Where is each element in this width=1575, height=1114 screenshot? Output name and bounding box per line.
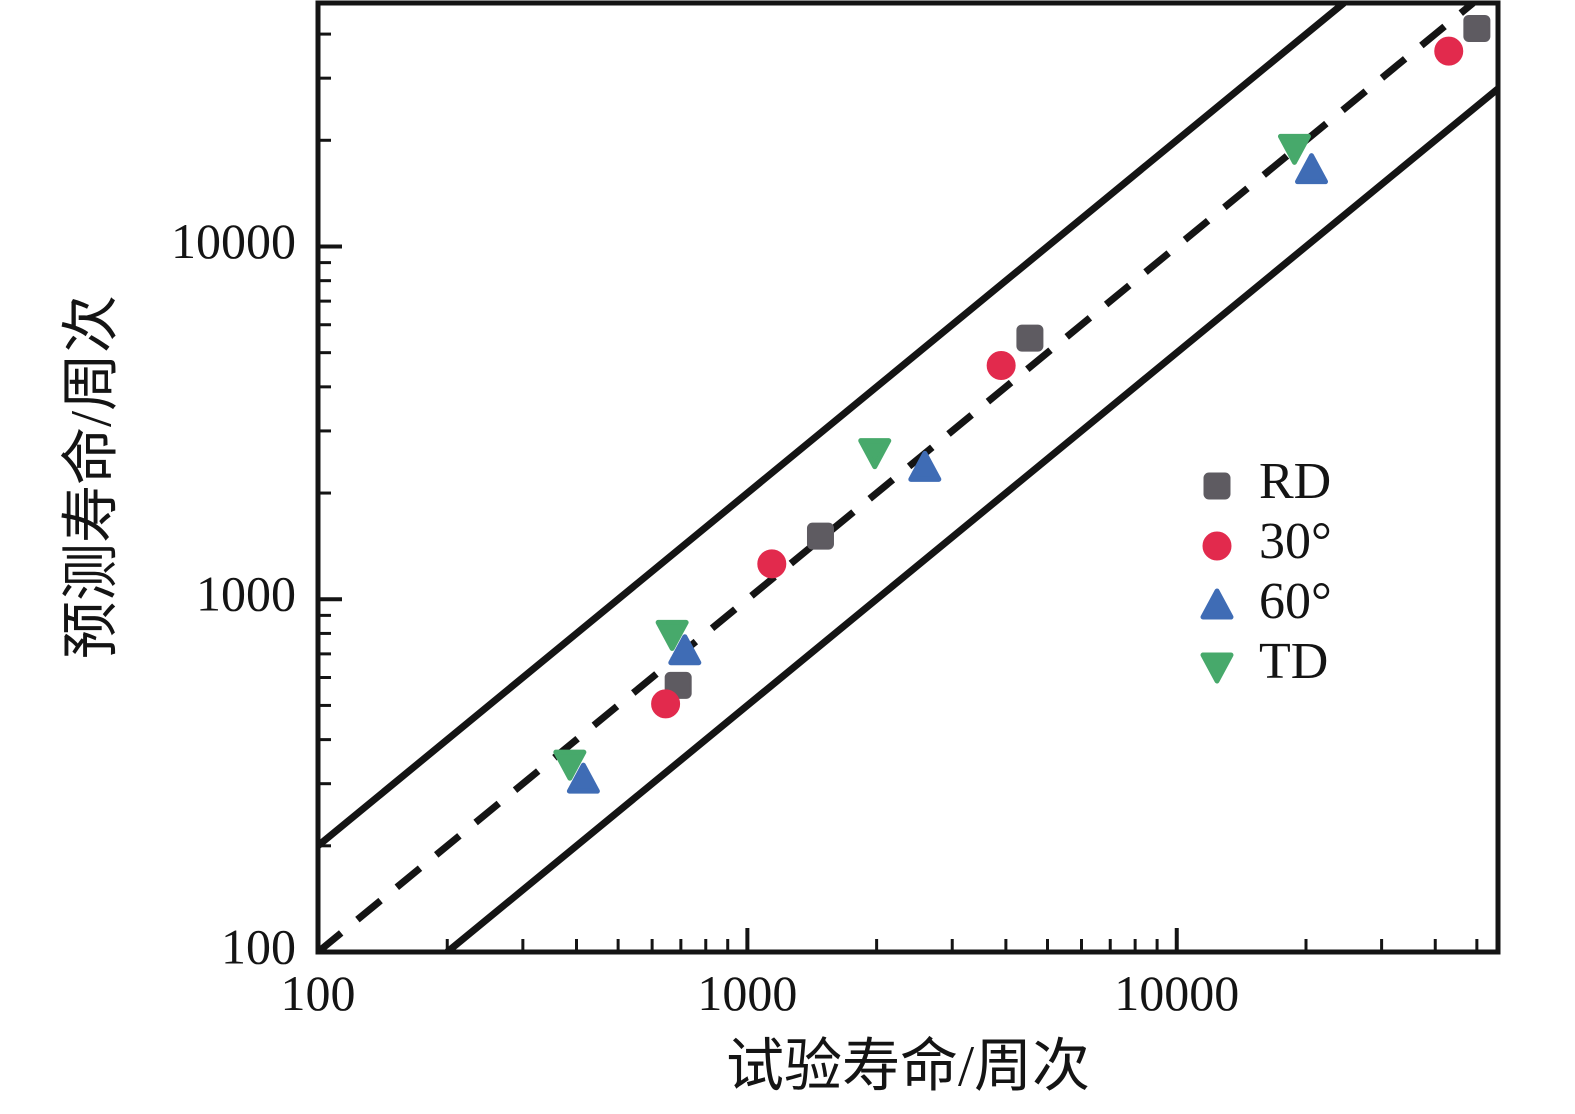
data-point-60°: [566, 762, 600, 794]
legend-label: TD: [1259, 633, 1328, 690]
data-point-60°: [1295, 153, 1329, 185]
legend-marker-TD: [1200, 652, 1234, 684]
data-point-60°: [668, 634, 702, 666]
identity-line: [318, 3, 1476, 952]
reference-lines: [318, 3, 1498, 952]
plot-border: [315, 0, 1501, 955]
data-points: [553, 14, 1491, 794]
legend-label: RD: [1259, 453, 1331, 510]
data-point-TD: [655, 619, 689, 651]
legend-marker-60°: [1200, 588, 1234, 620]
data-point-30°: [651, 689, 681, 719]
data-point-60°: [908, 450, 942, 482]
y-axis-title: 预测寿命/周次: [58, 295, 123, 659]
x-axis-title: 试验寿命/周次: [726, 1033, 1090, 1098]
series-30°: [651, 36, 1464, 719]
x-tick-label: 100: [281, 965, 356, 1021]
upper-bound-line: [318, 3, 1347, 849]
data-point-30°: [757, 549, 787, 579]
axes: [315, 0, 1501, 955]
x-tick-label: 10000: [1114, 965, 1239, 1021]
y-tick-label: 1000: [196, 566, 296, 622]
data-point-RD: [1016, 324, 1044, 352]
legend-item-30°: 30°: [1202, 513, 1332, 570]
data-point-RD: [806, 522, 834, 550]
legend-marker-RD: [1203, 472, 1231, 500]
legend-marker-30°: [1202, 531, 1232, 561]
data-point-TD: [553, 749, 587, 781]
y-tick-label: 10000: [171, 213, 296, 269]
series-RD: [664, 14, 1491, 699]
data-point-30°: [986, 350, 1016, 380]
data-point-TD: [1277, 133, 1311, 165]
series-60°: [566, 153, 1329, 794]
legend-item-TD: TD: [1200, 633, 1328, 690]
x-tick-label: 1000: [697, 965, 797, 1021]
lower-bound-line: [445, 86, 1498, 952]
legend-item-60°: 60°: [1200, 573, 1332, 630]
legend-label: 60°: [1259, 573, 1332, 630]
data-point-TD: [858, 438, 892, 470]
y-tick-label: 100: [221, 918, 296, 974]
legend-item-RD: RD: [1203, 453, 1331, 510]
series-TD: [553, 133, 1311, 781]
tick-labels: 100 1000 10000 100 1000 10000: [171, 213, 1239, 1021]
data-point-RD: [1463, 14, 1491, 42]
legend-label: 30°: [1259, 513, 1332, 570]
data-point-30°: [1434, 36, 1464, 66]
